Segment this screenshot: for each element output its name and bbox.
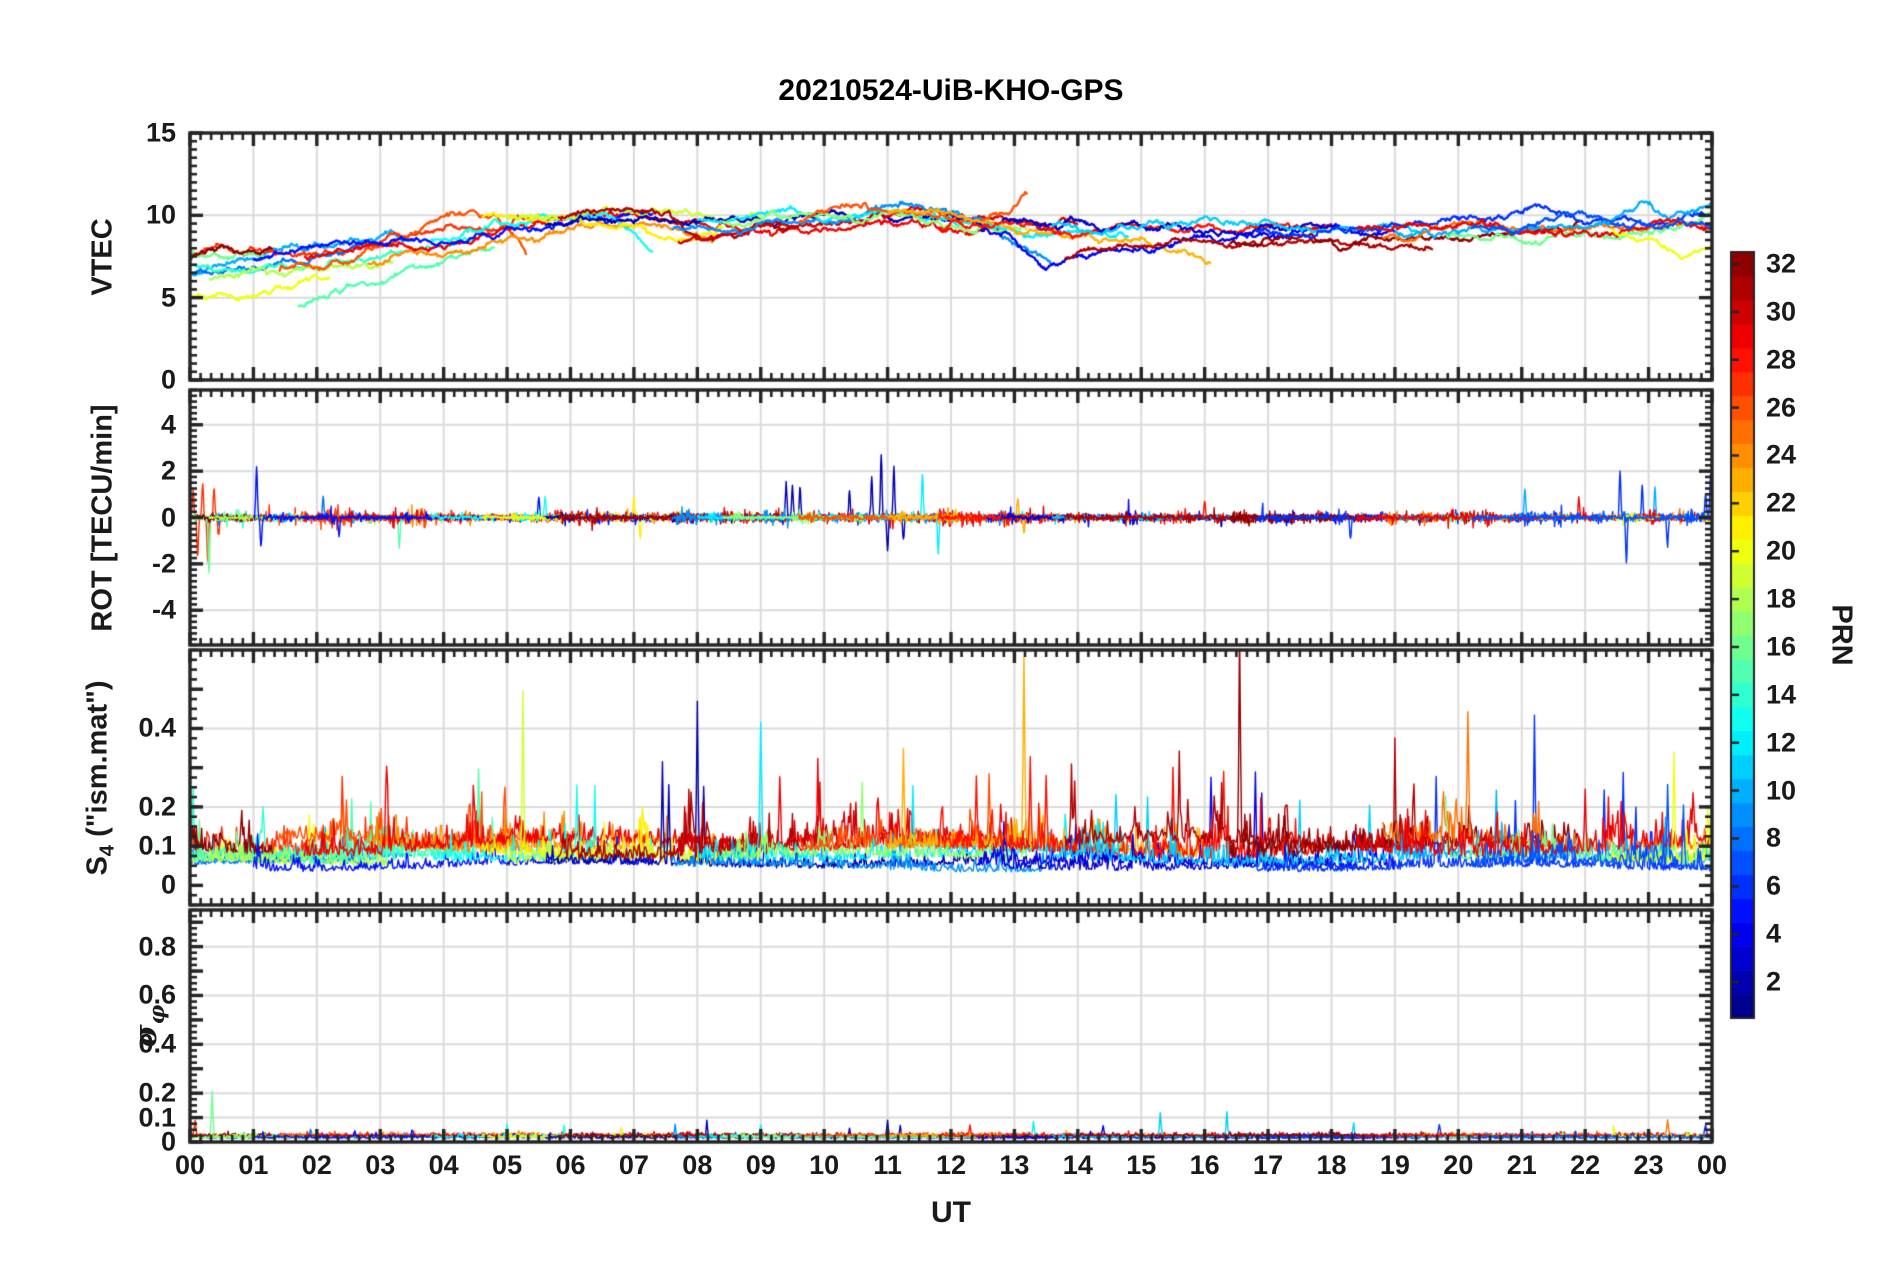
x-tick-label: 13: [999, 1150, 1030, 1180]
y-tick-label: 0: [160, 1126, 176, 1157]
colorbar-tick-label: 14: [1766, 679, 1797, 710]
y-tick-label: 0: [160, 364, 176, 395]
y-tick-label: 10: [145, 199, 176, 230]
y-tick-label: 5: [160, 282, 176, 313]
x-tick-label: 18: [1316, 1150, 1347, 1180]
vtec-axis-label-text: VTEC: [86, 218, 119, 296]
y-tick-label: 2: [160, 455, 176, 486]
x-tick-label: 22: [1570, 1150, 1601, 1180]
x-tick-label: 00: [174, 1150, 206, 1180]
colorbar-tick-label: 16: [1766, 631, 1797, 662]
colorbar-tick-label: 10: [1766, 775, 1797, 806]
s4-axis-label: S4 ("ism.mat"): [81, 680, 119, 876]
s4-axis-label-sub: 4: [96, 844, 119, 857]
y-tick-label: 0.1: [138, 830, 176, 861]
x-tick-label: 12: [935, 1150, 967, 1180]
x-tick-label: 20: [1443, 1150, 1474, 1180]
s4-axis-label-text: S: [81, 856, 114, 876]
y-tick-label: 0.6: [138, 979, 176, 1010]
y-tick-label: -2: [151, 548, 176, 579]
colorbar-tick-label: 8: [1766, 822, 1782, 853]
s4-axis-label-post: ("ism.mat"): [81, 680, 114, 845]
rot-axis-label-text: ROT [TECU/min]: [86, 404, 119, 632]
y-tick-label: 0.4: [138, 712, 176, 743]
x-tick-label: 04: [428, 1150, 459, 1180]
y-tick-label: 4: [160, 409, 176, 440]
y-tick-label: -4: [151, 594, 176, 625]
x-tick-label: 15: [1126, 1150, 1157, 1180]
x-tick-label: 23: [1633, 1150, 1664, 1180]
colorbar-label: PRN: [1825, 604, 1858, 666]
y-tick-label: 0: [160, 869, 176, 900]
x-axis-label: UT: [931, 1196, 971, 1229]
colorbar-tick-label: 24: [1766, 439, 1797, 470]
x-tick-label: 01: [238, 1150, 269, 1180]
x-tick-label: 10: [809, 1150, 840, 1180]
x-tick-label: 00: [1696, 1150, 1728, 1180]
colorbar-tick-label: 18: [1766, 583, 1797, 614]
x-tick-label: 08: [682, 1150, 713, 1180]
x-tick-label: 16: [1189, 1150, 1220, 1180]
x-tick-label: 17: [1253, 1150, 1284, 1180]
x-tick-label: 11: [873, 1150, 902, 1180]
y-tick-label: 0.1: [138, 1102, 176, 1133]
vtec-axis-label: VTEC: [87, 218, 120, 295]
x-tick-label: 06: [555, 1150, 586, 1180]
colorbar-tick-label: 28: [1766, 344, 1797, 375]
chart-title: 20210524-UiB-KHO-GPS: [778, 74, 1124, 107]
colorbar-tick-label: 4: [1766, 918, 1782, 949]
x-tick-label: 14: [1062, 1150, 1093, 1180]
x-tick-label: 19: [1379, 1150, 1410, 1180]
colorbar-tick-label: 2: [1766, 966, 1782, 997]
y-tick-label: 0.2: [138, 1077, 176, 1108]
colorbar-tick-label: 12: [1766, 727, 1797, 758]
y-tick-label: 0.8: [138, 931, 176, 962]
colorbar-tick-label: 30: [1766, 296, 1797, 327]
colorbar-tick-label: 6: [1766, 870, 1782, 901]
y-tick-label: 0: [160, 502, 176, 532]
x-tick-label: 03: [365, 1150, 396, 1180]
colorbar-tick-label: 20: [1766, 535, 1797, 566]
x-tick-label: 09: [745, 1150, 776, 1180]
x-tick-label: 07: [618, 1150, 649, 1180]
colorbar-tick-label: 22: [1766, 487, 1797, 518]
y-tick-label: 15: [145, 117, 176, 148]
y-tick-label: 0.4: [138, 1028, 176, 1059]
x-tick-label: 05: [492, 1150, 523, 1180]
x-tick-label: 21: [1506, 1150, 1537, 1180]
y-tick-label: 0.2: [138, 791, 176, 822]
x-tick-label: 02: [301, 1150, 332, 1180]
rot-axis-label: ROT [TECU/min]: [87, 404, 120, 631]
colorbar-tick-label: 32: [1766, 248, 1797, 279]
colorbar-tick-label: 26: [1766, 392, 1797, 423]
